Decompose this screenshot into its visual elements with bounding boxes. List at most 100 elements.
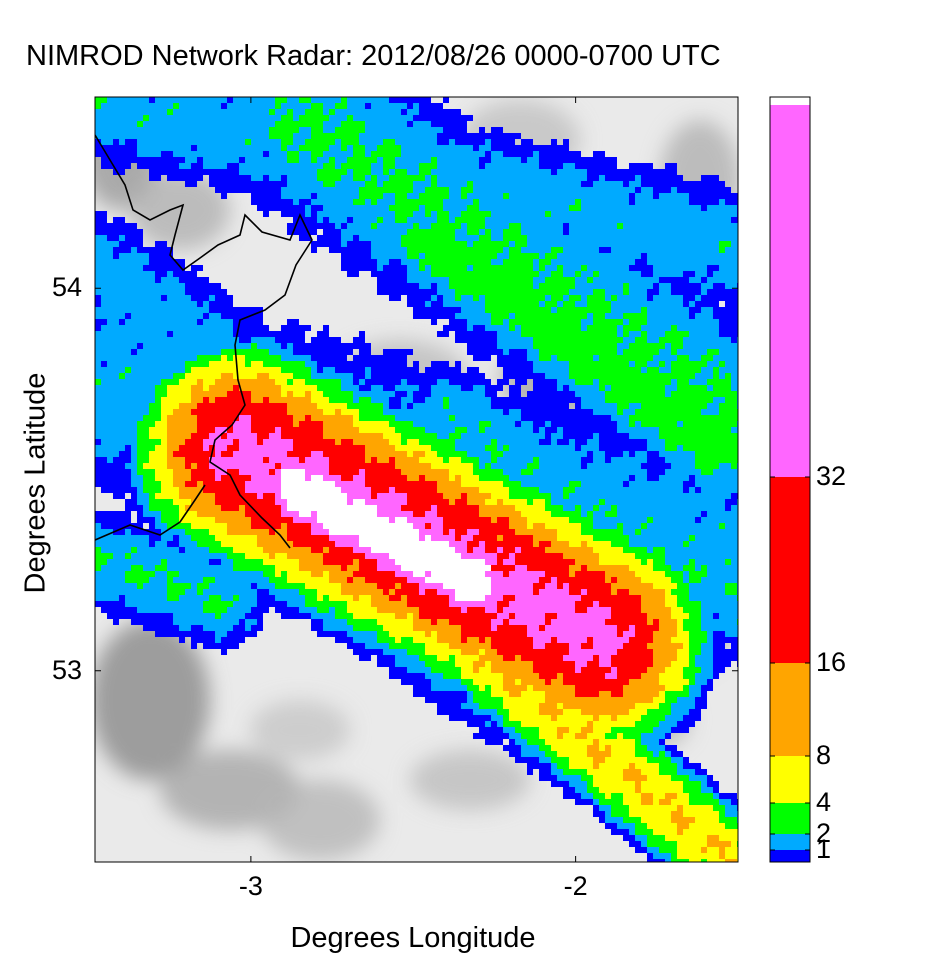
rain-cell xyxy=(383,271,389,277)
rain-cell xyxy=(185,181,191,187)
rain-cell xyxy=(575,397,581,403)
rain-cell xyxy=(623,385,629,391)
rain-cell xyxy=(599,367,605,373)
rain-cell xyxy=(539,433,545,439)
rain-cell xyxy=(449,385,455,391)
rain-cell xyxy=(329,385,335,391)
rain-cell xyxy=(299,223,305,229)
rain-cell xyxy=(209,337,215,343)
rain-cell xyxy=(479,181,485,187)
rain-cell xyxy=(671,331,677,337)
rain-cell xyxy=(665,163,671,169)
rain-cell xyxy=(587,319,593,325)
rain-cell xyxy=(563,319,569,325)
rain-cell xyxy=(257,139,263,145)
rain-cell xyxy=(473,175,479,181)
rain-cell xyxy=(671,169,677,175)
rain-cell xyxy=(419,211,425,217)
rain-cell xyxy=(725,349,731,355)
rain-cell xyxy=(167,157,173,163)
rain-cell xyxy=(479,205,485,211)
rain-cell xyxy=(425,193,431,199)
rain-cell xyxy=(569,367,575,373)
rain-cell xyxy=(329,169,335,175)
rain-cell xyxy=(215,439,221,445)
rain-cell xyxy=(287,403,293,409)
rain-cell xyxy=(485,193,491,199)
x-tick-label: -2 xyxy=(563,871,588,901)
rain-cell xyxy=(683,217,689,223)
rain-cell xyxy=(695,289,701,295)
rain-cell xyxy=(143,301,149,307)
rain-cell xyxy=(401,199,407,205)
rain-cell xyxy=(587,241,593,247)
rain-cell xyxy=(143,337,149,343)
rain-cell xyxy=(389,241,395,247)
rain-cell xyxy=(551,385,557,391)
rain-cell xyxy=(299,97,305,103)
rain-cell xyxy=(161,283,167,289)
rain-cell xyxy=(431,277,437,283)
rain-cell xyxy=(599,391,605,397)
rain-cell xyxy=(173,283,179,289)
rain-cell xyxy=(461,187,467,193)
rain-cell xyxy=(491,313,497,319)
rain-cell xyxy=(485,409,491,415)
rain-cell xyxy=(587,301,593,307)
rain-cell xyxy=(521,349,527,355)
rain-cell xyxy=(437,211,443,217)
rain-cell xyxy=(311,385,317,391)
rain-cell xyxy=(101,253,107,259)
rain-cell xyxy=(569,187,575,193)
rain-cell xyxy=(269,133,275,139)
rain-cell xyxy=(395,349,401,355)
rain-cell xyxy=(611,409,617,415)
rain-cell xyxy=(557,301,563,307)
rain-cell xyxy=(107,121,113,127)
rain-cell xyxy=(125,301,131,307)
rain-cell xyxy=(179,121,185,127)
rain-cell xyxy=(557,157,563,163)
rain-cell xyxy=(431,247,437,253)
rain-cell xyxy=(323,187,329,193)
rain-cell xyxy=(683,187,689,193)
rain-cell xyxy=(311,211,317,217)
rain-cell xyxy=(131,373,137,379)
rain-cell xyxy=(569,301,575,307)
rain-cell xyxy=(557,205,563,211)
rain-cell xyxy=(365,133,371,139)
rain-cell xyxy=(473,379,479,385)
rain-cell xyxy=(467,211,473,217)
rain-cell xyxy=(179,271,185,277)
rain-cell xyxy=(617,421,623,427)
rain-cell xyxy=(101,361,107,367)
rain-cell xyxy=(329,103,335,109)
rain-cell xyxy=(527,313,533,319)
rain-cell xyxy=(611,289,617,295)
rain-cell xyxy=(407,223,413,229)
rain-cell xyxy=(185,121,191,127)
rain-cell xyxy=(323,415,329,421)
rain-cell xyxy=(539,361,545,367)
rain-cell xyxy=(107,151,113,157)
rain-cell xyxy=(407,97,413,103)
rain-cell xyxy=(629,319,635,325)
rain-cell xyxy=(251,175,257,181)
rain-cell xyxy=(593,259,599,265)
rain-cell xyxy=(197,151,203,157)
rain-cell xyxy=(155,307,161,313)
rain-cell xyxy=(641,361,647,367)
rain-cell xyxy=(677,409,683,415)
rain-cell xyxy=(401,391,407,397)
rain-cell xyxy=(701,223,707,229)
rain-cell xyxy=(125,265,131,271)
rain-cell xyxy=(581,199,587,205)
rain-cell xyxy=(647,427,653,433)
rain-cell xyxy=(335,415,341,421)
rain-cell xyxy=(599,181,605,187)
rain-cell xyxy=(269,427,275,433)
rain-cell xyxy=(689,367,695,373)
rain-cell xyxy=(395,175,401,181)
rain-cell xyxy=(641,277,647,283)
rain-cell xyxy=(179,349,185,355)
